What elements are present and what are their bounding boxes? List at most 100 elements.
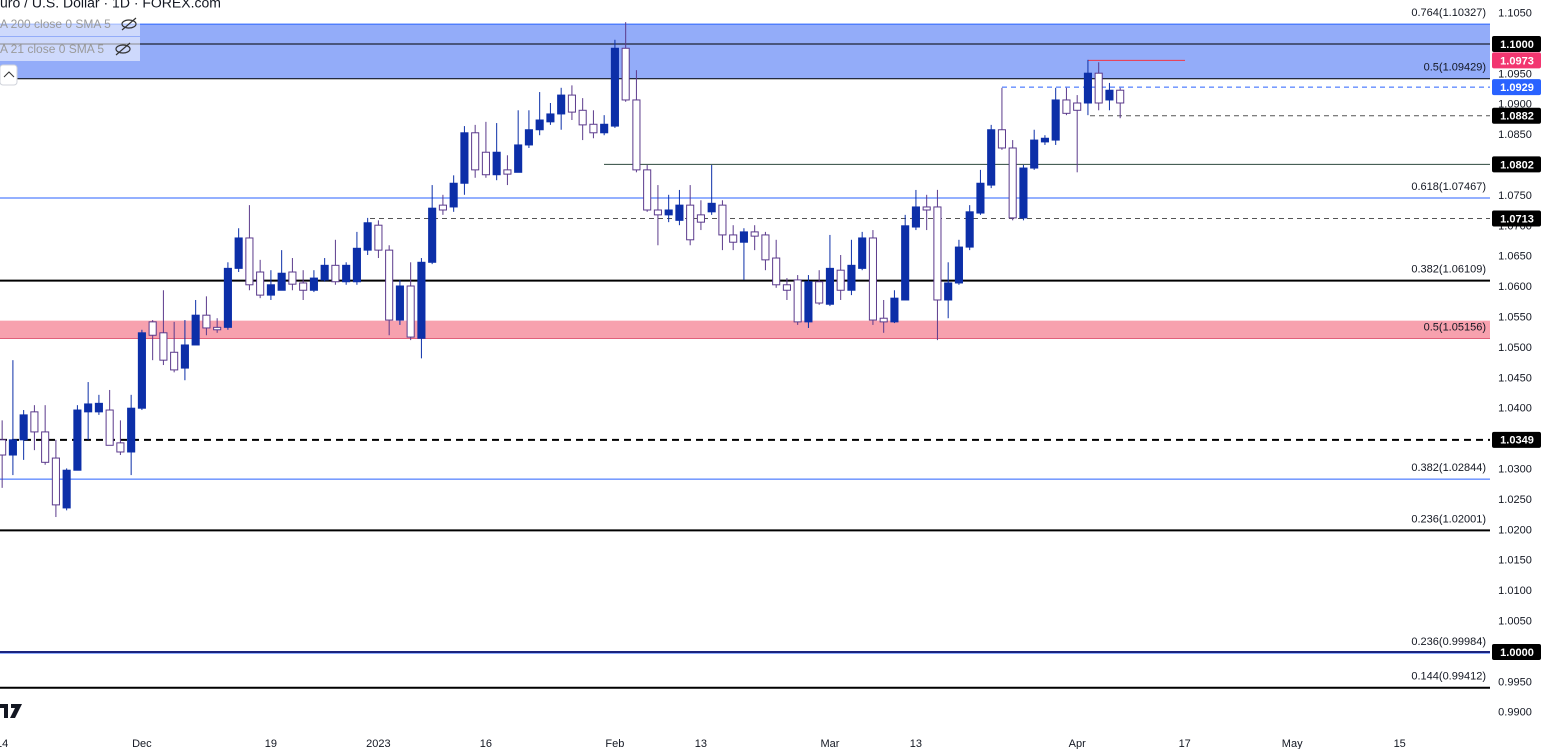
candle-body (761, 234, 770, 261)
candle-body (546, 113, 555, 123)
candle-body (213, 326, 222, 331)
candle-body (481, 151, 490, 176)
indicator-label[interactable]: A 21 close 0 SMA 5 (0, 42, 104, 56)
candle-body (148, 321, 157, 336)
indicator-bg (0, 37, 140, 61)
collapse-button[interactable] (0, 64, 18, 86)
y-tick-label: 1.0200 (1498, 524, 1532, 536)
fib-label: 0.236(1.02001) (1411, 513, 1486, 525)
price-tag (1492, 107, 1541, 124)
x-tick-label: 15 (1394, 738, 1406, 749)
x-tick-label: 13 (910, 738, 922, 749)
eye-off-icon[interactable] (121, 17, 137, 31)
price-tag-label: 1.0349 (1500, 435, 1534, 447)
eye-off-icon[interactable] (115, 42, 131, 56)
candle-body (729, 234, 738, 243)
levels: 0.764(1.10327) 0.5(1.09429) 0.618(1.07467)… (0, 7, 1490, 689)
fib-label: 0.5(1.05156) (1424, 321, 1486, 333)
fib-label: 0.382(1.02844) (1411, 462, 1486, 474)
candle-body (600, 123, 609, 134)
candle-body (374, 224, 383, 251)
price-tag (1492, 79, 1541, 96)
candle-body (62, 469, 71, 509)
candle-body (610, 47, 619, 127)
candle-body (718, 204, 727, 236)
candle-body (879, 317, 888, 323)
y-tick-label: 1.0150 (1498, 555, 1532, 567)
price-tag-label: 1.0802 (1500, 159, 1534, 171)
candle-body (707, 202, 716, 213)
candle-body (696, 214, 705, 223)
candle-body (632, 99, 641, 171)
candle-body (277, 272, 286, 291)
zone (0, 320, 1490, 339)
candle-body (944, 282, 953, 301)
candle-body (406, 285, 415, 338)
candle-body (589, 123, 598, 134)
price-tag-label: 1.0882 (1500, 111, 1534, 123)
x-tick-label: 13 (695, 738, 707, 749)
chart-title: uro / U.S. Dollar · 1D · FOREX.com (0, 0, 221, 11)
x-tick-label: Dec (132, 738, 152, 749)
candle-body (309, 277, 318, 291)
price-tag-label: 1.0000 (1500, 647, 1534, 659)
candle-body (750, 231, 759, 237)
price-tag (1492, 52, 1541, 69)
candle-body (836, 269, 845, 291)
candle-body (331, 264, 340, 283)
candle-body (299, 282, 308, 291)
price-tag (1492, 36, 1541, 53)
candles (0, 22, 1125, 518)
x-tick-label: 17 (1179, 738, 1191, 749)
indicator-bg (0, 12, 140, 36)
candle-body (503, 169, 512, 175)
candle-body (1008, 147, 1017, 219)
candle-body (30, 411, 39, 433)
price-axis-bg (1490, 0, 1541, 749)
candle-body (234, 237, 243, 269)
candle-body (1116, 89, 1125, 104)
candle-body (1051, 99, 1060, 141)
candle-body (901, 225, 910, 301)
candle-body (245, 237, 254, 286)
y-tick-label: 1.0900 (1498, 99, 1532, 111)
candle-body (202, 314, 211, 329)
fib-label: 0.764(1.10327) (1411, 7, 1486, 19)
candle-body (772, 257, 781, 286)
candle-body (428, 207, 437, 263)
candle-body (997, 129, 1006, 149)
candle-body (524, 129, 533, 146)
x-tick-label: Feb (605, 738, 624, 749)
fib-label: 0.5(1.09429) (1424, 62, 1486, 74)
y-tick-label: 1.0650 (1498, 251, 1532, 263)
y-tick-label: 1.0950 (1498, 68, 1532, 80)
candle-body (256, 271, 265, 296)
candle-body (847, 264, 856, 291)
candle-body (19, 414, 28, 441)
candle-body (965, 211, 974, 248)
candle-body (180, 344, 189, 369)
x-tick-label: 16 (480, 738, 492, 749)
candle-body (815, 281, 824, 304)
candle-body (288, 271, 297, 285)
candle-body (1073, 102, 1082, 111)
candle-body (417, 261, 426, 339)
candle-body (1105, 89, 1114, 101)
y-tick-label: 0.9900 (1498, 707, 1532, 719)
candle-body (535, 119, 544, 131)
logo (0, 704, 22, 718)
candle-body (922, 206, 931, 211)
fib-label: 0.144(0.99412) (1411, 671, 1486, 683)
candle-body (514, 144, 523, 173)
candle-body (438, 204, 447, 211)
candle-body (653, 209, 662, 216)
indicator-label[interactable]: A 200 close 0 SMA 5 (0, 17, 111, 31)
y-tick-label: 1.0250 (1498, 494, 1532, 506)
candle-body (460, 132, 469, 184)
candle-body (492, 151, 501, 176)
candle-body (127, 407, 136, 453)
x-tick-label: 19 (265, 738, 277, 749)
y-tick-label: 1.1050 (1498, 8, 1532, 20)
candle-body (675, 204, 684, 221)
